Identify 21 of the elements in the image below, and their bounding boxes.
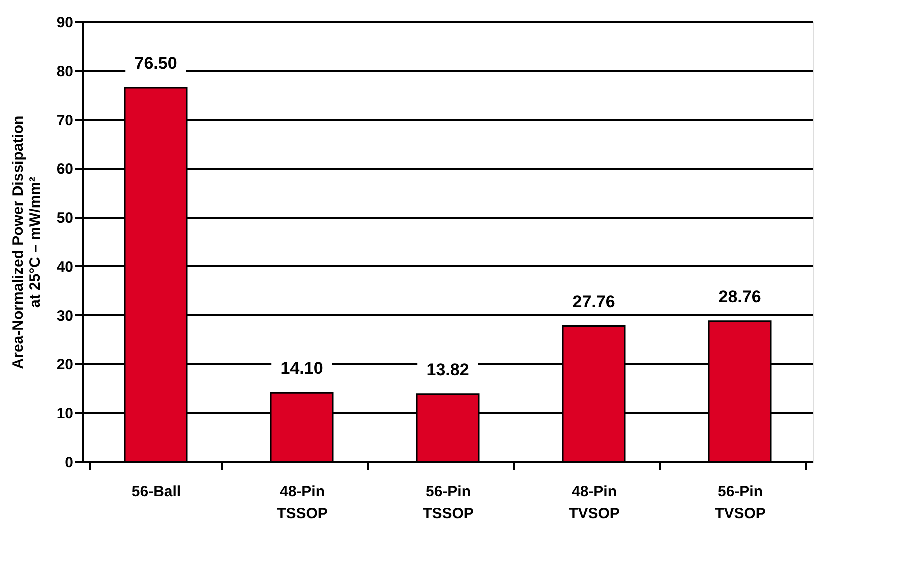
y-tick-label: 40 bbox=[56, 258, 74, 276]
x-tick-label: 48-Pin TSSOP bbox=[277, 484, 328, 522]
y-tick-label: 80 bbox=[56, 63, 74, 80]
x-tick-label: 56-Pin TVSOP bbox=[715, 484, 766, 522]
y-tick-label: 50 bbox=[56, 210, 74, 228]
data-label: 76.50 bbox=[134, 54, 178, 73]
x-tick-label: 56-Ball bbox=[132, 484, 182, 500]
data-label: 14.10 bbox=[280, 359, 324, 378]
x-tick-label: 48-Pin TVSOP bbox=[569, 484, 620, 522]
data-label: 13.82 bbox=[426, 360, 470, 380]
y-tick-label: 0 bbox=[65, 454, 74, 472]
y-tick-label: 90 bbox=[56, 14, 74, 32]
y-tick-label: 60 bbox=[56, 161, 74, 178]
y-tick-label: 20 bbox=[56, 356, 74, 374]
x-tick-label: 56-Pin TSSOP bbox=[423, 484, 474, 522]
y-tick-label: 30 bbox=[56, 308, 74, 325]
data-label: 27.76 bbox=[572, 292, 616, 312]
data-label: 28.76 bbox=[718, 287, 762, 306]
y-axis-title: Area-Normalized Power Dissipation at 25°C – mW/mm² bbox=[10, 116, 44, 370]
y-tick-label: 70 bbox=[56, 112, 74, 130]
y-tick-label: 10 bbox=[56, 406, 74, 423]
